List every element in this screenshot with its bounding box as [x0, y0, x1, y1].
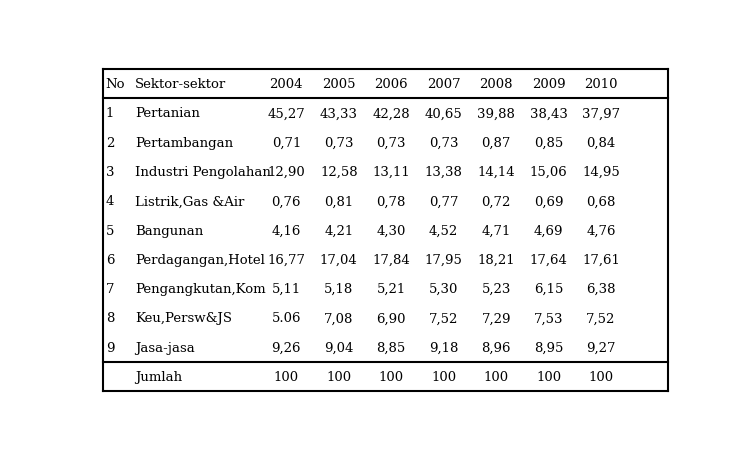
Text: Pengangkutan,Kom: Pengangkutan,Kom — [135, 282, 265, 295]
Text: 100: 100 — [484, 370, 508, 383]
Text: 17,04: 17,04 — [320, 253, 358, 266]
Text: 2006: 2006 — [374, 78, 408, 91]
Text: 5,21: 5,21 — [377, 282, 406, 295]
Text: 100: 100 — [589, 370, 614, 383]
Text: 40,65: 40,65 — [425, 107, 462, 120]
Text: 0,73: 0,73 — [429, 137, 459, 150]
Text: 12,58: 12,58 — [320, 166, 358, 179]
Text: 5,23: 5,23 — [481, 282, 511, 295]
Text: 5: 5 — [105, 224, 114, 237]
Text: 6,38: 6,38 — [587, 282, 616, 295]
Text: 100: 100 — [326, 370, 351, 383]
Text: 39,88: 39,88 — [478, 107, 515, 120]
Text: 2: 2 — [105, 137, 114, 150]
Text: 17,84: 17,84 — [372, 253, 410, 266]
Text: 7,53: 7,53 — [534, 312, 563, 325]
Text: 100: 100 — [431, 370, 456, 383]
Text: 0,76: 0,76 — [271, 195, 301, 208]
Text: 0,68: 0,68 — [587, 195, 616, 208]
Text: No: No — [105, 78, 125, 91]
Text: 9,04: 9,04 — [324, 341, 353, 354]
Text: 0,87: 0,87 — [481, 137, 511, 150]
Text: Pertanian: Pertanian — [135, 107, 200, 120]
Text: 17,61: 17,61 — [582, 253, 620, 266]
Text: 13,11: 13,11 — [372, 166, 410, 179]
Text: 0,72: 0,72 — [481, 195, 511, 208]
Text: 12,90: 12,90 — [268, 166, 305, 179]
Text: 7,29: 7,29 — [481, 312, 511, 325]
Text: Jumlah: Jumlah — [135, 370, 182, 383]
Text: 5.06: 5.06 — [271, 312, 301, 325]
Text: 17,95: 17,95 — [425, 253, 462, 266]
Text: 43,33: 43,33 — [320, 107, 358, 120]
Text: 2010: 2010 — [584, 78, 618, 91]
Text: 8,85: 8,85 — [377, 341, 406, 354]
Text: 9: 9 — [105, 341, 114, 354]
Text: 0,71: 0,71 — [271, 137, 301, 150]
Text: 45,27: 45,27 — [268, 107, 305, 120]
Text: 2005: 2005 — [322, 78, 356, 91]
Text: 16,77: 16,77 — [267, 253, 305, 266]
Text: 42,28: 42,28 — [372, 107, 410, 120]
Text: 4,76: 4,76 — [587, 224, 616, 237]
Text: 5,18: 5,18 — [324, 282, 353, 295]
Text: 0,73: 0,73 — [324, 137, 353, 150]
Text: 13,38: 13,38 — [425, 166, 462, 179]
Text: 6,15: 6,15 — [534, 282, 563, 295]
Text: 7,52: 7,52 — [429, 312, 459, 325]
Text: 8,95: 8,95 — [534, 341, 563, 354]
Text: 2004: 2004 — [269, 78, 303, 91]
Text: 9,27: 9,27 — [587, 341, 616, 354]
Text: 18,21: 18,21 — [478, 253, 515, 266]
Text: Jasa-jasa: Jasa-jasa — [135, 341, 195, 354]
Text: 5,11: 5,11 — [271, 282, 301, 295]
Text: 0,78: 0,78 — [377, 195, 406, 208]
Text: 7,52: 7,52 — [587, 312, 616, 325]
Text: 0,81: 0,81 — [324, 195, 353, 208]
Text: 17,64: 17,64 — [529, 253, 568, 266]
Text: 0,85: 0,85 — [534, 137, 563, 150]
Text: 100: 100 — [379, 370, 404, 383]
Text: 3: 3 — [105, 166, 114, 179]
Text: 4: 4 — [105, 195, 114, 208]
Text: 2008: 2008 — [479, 78, 513, 91]
Text: 37,97: 37,97 — [582, 107, 620, 120]
Text: Listrik,Gas &Air: Listrik,Gas &Air — [135, 195, 244, 208]
Text: 4,16: 4,16 — [271, 224, 301, 237]
Text: 8,96: 8,96 — [481, 341, 511, 354]
Text: 100: 100 — [274, 370, 299, 383]
Text: 5,30: 5,30 — [429, 282, 459, 295]
Text: 0,73: 0,73 — [377, 137, 406, 150]
Text: 0,84: 0,84 — [587, 137, 616, 150]
Text: 4,71: 4,71 — [481, 224, 511, 237]
Text: 4,21: 4,21 — [324, 224, 353, 237]
Text: 1: 1 — [105, 107, 114, 120]
Text: 9,18: 9,18 — [429, 341, 459, 354]
Text: 0,69: 0,69 — [534, 195, 563, 208]
Text: Perdagangan,Hotel: Perdagangan,Hotel — [135, 253, 265, 266]
Text: Industri Pengolahan: Industri Pengolahan — [135, 166, 271, 179]
Text: 6,90: 6,90 — [377, 312, 406, 325]
Text: 2009: 2009 — [532, 78, 566, 91]
Text: 8: 8 — [105, 312, 114, 325]
Text: Sektor-sektor: Sektor-sektor — [135, 78, 226, 91]
Text: 7,08: 7,08 — [324, 312, 353, 325]
Text: Bangunan: Bangunan — [135, 224, 203, 237]
Text: 38,43: 38,43 — [529, 107, 568, 120]
Text: 0,77: 0,77 — [429, 195, 459, 208]
Text: Pertambangan: Pertambangan — [135, 137, 233, 150]
Text: 15,06: 15,06 — [529, 166, 568, 179]
Text: 4,52: 4,52 — [429, 224, 458, 237]
Text: 9,26: 9,26 — [271, 341, 301, 354]
Text: 4,69: 4,69 — [534, 224, 563, 237]
Text: 14,95: 14,95 — [582, 166, 620, 179]
Text: 4,30: 4,30 — [377, 224, 406, 237]
Text: 7: 7 — [105, 282, 114, 295]
Text: 14,14: 14,14 — [478, 166, 515, 179]
Text: 100: 100 — [536, 370, 561, 383]
Text: 6: 6 — [105, 253, 114, 266]
Text: Keu,Persw&JS: Keu,Persw&JS — [135, 312, 232, 325]
Text: 2007: 2007 — [427, 78, 460, 91]
